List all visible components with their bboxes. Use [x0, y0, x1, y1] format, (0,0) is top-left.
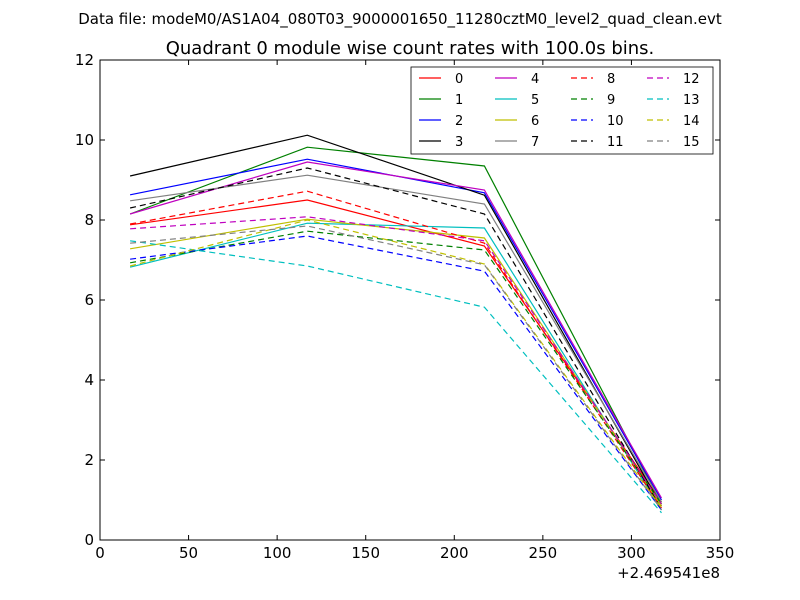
legend-label-8: 8 [607, 72, 615, 87]
x-tick-label: 100 [263, 544, 292, 562]
chart-suptitle: Data file: modeM0/AS1A04_080T03_90000016… [78, 10, 722, 29]
series-line-9 [129, 230, 662, 505]
x-tick-label: 350 [706, 544, 735, 562]
y-tick-label: 2 [84, 451, 94, 469]
legend-label-12: 12 [683, 72, 700, 87]
x-tick-label: 300 [617, 544, 646, 562]
legend-label-10: 10 [607, 114, 624, 129]
series-line-0 [130, 199, 662, 503]
series-line-10 [130, 235, 662, 511]
y-tick-label: 10 [75, 131, 94, 149]
legend-box [410, 66, 714, 155]
series-line-1 [129, 146, 663, 505]
legend-label-11: 11 [607, 135, 624, 150]
series-line-11 [129, 167, 663, 510]
series-line-8 [129, 190, 662, 509]
legend-label-5: 5 [531, 93, 539, 108]
series-line-2 [129, 158, 663, 501]
legend-label-9: 9 [607, 93, 615, 108]
y-tick-label: 12 [75, 51, 94, 69]
legend-label-7: 7 [531, 135, 539, 150]
y-tick-label: 6 [84, 291, 94, 309]
series-lines [129, 134, 663, 514]
legend-label-1: 1 [455, 93, 463, 108]
legend-label-14: 14 [683, 114, 700, 129]
series-line-7 [130, 174, 663, 503]
x-tick-label: 0 [95, 544, 105, 562]
x-offset-label: +2.469541e8 [617, 564, 720, 582]
legend-label-6: 6 [531, 114, 539, 129]
legend-label-0: 0 [455, 72, 463, 87]
legend-label-3: 3 [455, 135, 463, 150]
legend-label-13: 13 [683, 93, 700, 108]
y-tick-label: 4 [84, 371, 94, 389]
series-line-12 [130, 216, 662, 505]
series-line-5 [129, 222, 663, 511]
legend-label-4: 4 [531, 72, 539, 87]
x-tick-label: 200 [440, 544, 469, 562]
y-tick-label: 0 [84, 531, 94, 549]
series-line-15 [130, 225, 662, 511]
plot-frame [99, 59, 721, 541]
legend-label-2: 2 [455, 114, 463, 129]
x-tick-label: 150 [351, 544, 380, 562]
series-line-14 [129, 219, 662, 509]
y-tick-label: 8 [84, 211, 94, 229]
chart-title: Quadrant 0 module wise count rates with … [166, 38, 655, 59]
series-line-3 [129, 134, 663, 507]
x-tick-label: 250 [529, 544, 558, 562]
legend-label-15: 15 [683, 135, 700, 150]
x-tick-label: 50 [179, 544, 198, 562]
series-line-4 [129, 161, 663, 499]
